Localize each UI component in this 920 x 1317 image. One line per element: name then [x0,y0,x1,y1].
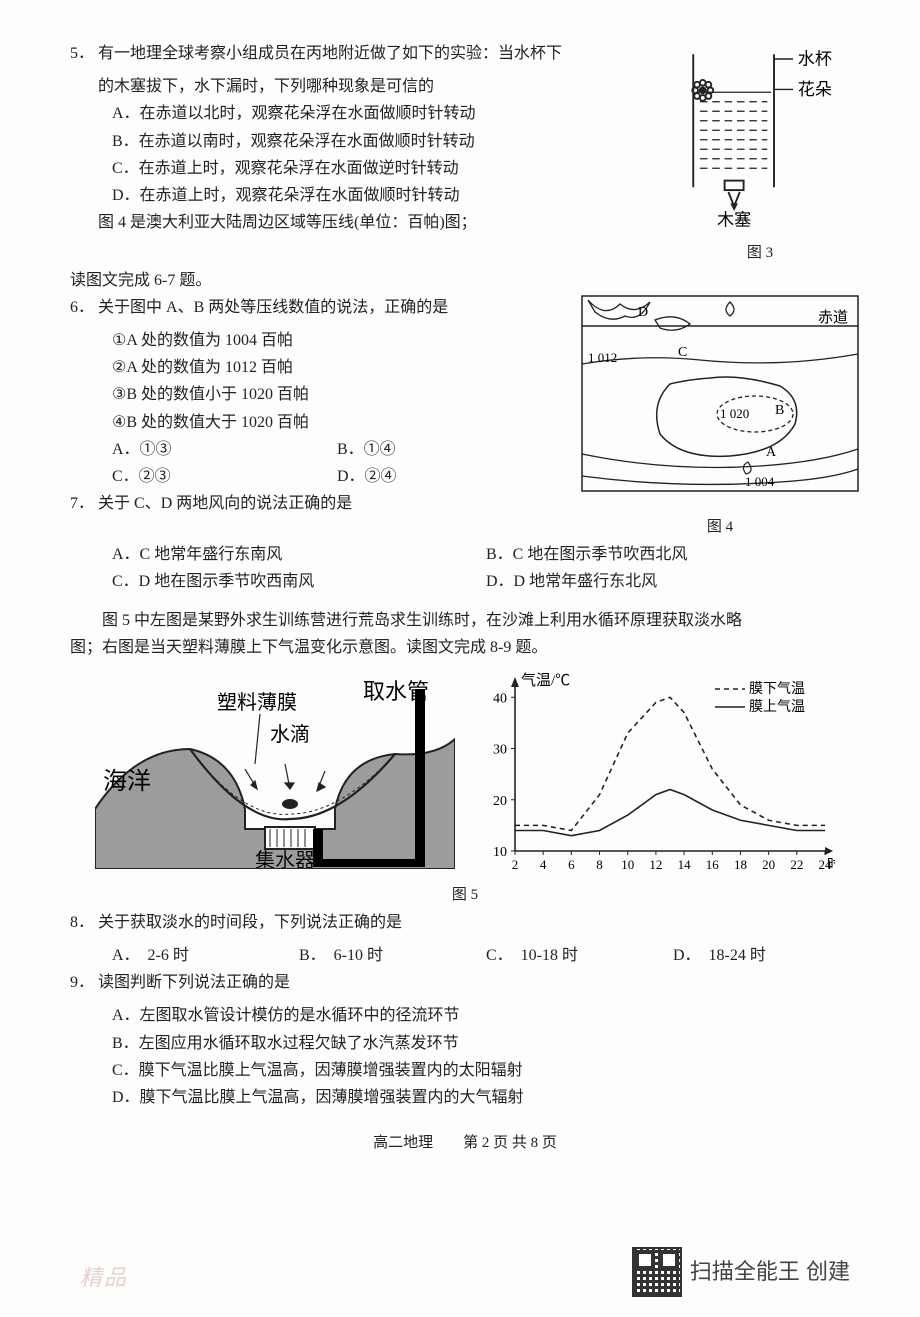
question-9: 9． 读图判断下列说法正确的是 [70,969,860,996]
q9-option-c: C．膜下气温比膜上气温高，因薄膜增强装置内的太阳辐射 [112,1057,860,1084]
q6-option-a: A．①③ [112,436,337,463]
fig5l-film-label: 塑料薄膜 [217,691,297,714]
q8-option-a: A． 2-6 时 [112,942,299,969]
q8-option-c: C． 10-18 时 [486,942,673,969]
svg-text:6: 6 [568,857,575,872]
app-credit-text: 扫描全能王 创建 [690,1253,850,1290]
q5-option-d: D．在赤道上时，观察花朵浮在水面做顺时针转动 [112,182,648,209]
q7-option-d: D．D 地常年盛行东北风 [486,568,860,595]
q6-statement-2: ②A 处的数值为 1012 百帕 [112,354,562,381]
svg-text:22: 22 [790,857,803,872]
q6-number: 6． [70,299,94,316]
q5-option-a: A．在赤道以北时，观察花朵浮在水面做顺时针转动 [112,100,648,127]
fig4-label-d: D [638,305,648,320]
q5-stem-line1: 有一地理全球考察小组成员在丙地附近做了如下的实验：当水杯下 [98,45,562,62]
svg-text:2: 2 [512,857,519,872]
q6-stem: 关于图中 A、B 两处等压线数值的说法，正确的是 [98,299,448,316]
q7-number: 7． [70,495,94,512]
question-6: 6． 关于图中 A、B 两处等压线数值的说法，正确的是 [70,294,562,321]
fig5-intro-line1: 图 5 中左图是某野外求生训练营进行荒岛求生训练时，在沙滩上利用水循环原理获取淡… [70,607,860,634]
fig3-caption: 图 3 [660,241,860,267]
q8-number: 8． [70,914,94,931]
q6-option-b: B．①④ [337,436,562,463]
svg-text:12: 12 [649,857,662,872]
app-credit: 扫描全能王 创建 [632,1247,850,1297]
question-7: 7． 关于 C、D 两地风向的说法正确的是 [70,490,562,517]
q9-number: 9． [70,974,94,991]
fig4-label-c: C [678,345,687,360]
q6-7-bridge: 读图文完成 6-7 题。 [70,267,860,294]
fig5l-ocean-label: 海洋 [103,768,151,795]
q7-option-b: B．C 地在图示季节吹西北风 [486,541,860,568]
qr-code-icon [632,1247,682,1297]
fig4-label-a: A [766,445,777,460]
figure-5-left: 塑料薄膜 水滴 取水管 海洋 集水器 集水器 [95,669,455,869]
q7-option-a: A．C 地常年盛行东南风 [112,541,486,568]
q5-stem-line2: 的木塞拔下，水下漏时，下列哪种现象是可信的 [70,73,648,100]
svg-text:20: 20 [762,857,775,872]
svg-text:时: 时 [827,857,835,873]
svg-text:30: 30 [493,743,507,758]
svg-text:气温/℃: 气温/℃ [521,672,570,689]
fig5l-collector-label2: 集水器 [255,849,315,869]
svg-text:膜上气温: 膜上气温 [749,699,805,715]
fig5l-pipe-label: 取水管 [363,679,429,704]
q6-statement-3: ③B 处的数值小于 1020 百帕 [112,381,562,408]
fig5-intro-line2: 图；右图是当天塑料薄膜上下气温变化示意图。读图文完成 8-9 题。 [70,634,860,661]
fig4-label-1012: 1 012 [588,350,617,365]
svg-text:14: 14 [678,857,692,872]
q9-option-d: D．膜下气温比膜上气温高，因薄膜增强装置内的大气辐射 [112,1084,860,1111]
svg-text:16: 16 [706,857,720,872]
figure-4: 赤道 D 1 012 C 1 020 B A 1 004 [580,294,860,504]
q5-option-b: B．在赤道以南时，观察花朵浮在水面做顺时针转动 [112,128,648,155]
q9-option-b: B．左图应用水循环取水过程欠缺了水汽蒸发环节 [112,1030,860,1057]
svg-text:10: 10 [621,857,634,872]
svg-text:膜下气温: 膜下气温 [749,681,805,697]
question-5: 5． 有一地理全球考察小组成员在丙地附近做了如下的实验：当水杯下 [70,40,648,67]
fig3-plug-label: 木塞 [717,210,751,229]
q7-stem: 关于 C、D 两地风向的说法正确的是 [98,495,352,512]
figure-5-right: 气温/℃1020304024681012141618202224时膜下气温膜上气… [475,669,835,879]
q8-option-b: B． 6-10 时 [299,942,486,969]
q6-statement-4: ④B 处的数值大于 1020 百帕 [112,409,562,436]
fig5l-drop-label: 水滴 [270,723,310,746]
q8-option-d: D． 18-24 时 [673,942,860,969]
fig4-equator-label: 赤道 [818,309,848,326]
watermark-text: 精品 [80,1259,128,1296]
svg-text:40: 40 [493,692,507,707]
fig3-cup-label: 水杯 [798,50,832,69]
fig4-caption: 图 4 [580,515,860,541]
svg-text:10: 10 [493,845,507,860]
q5-post-text: 图 4 是澳大利亚大陆周边区域等压线(单位：百帕)图； [70,209,648,236]
svg-text:4: 4 [540,857,547,872]
figure-3: 水杯 花朵 木塞 [660,40,850,230]
fig3-flower-label: 花朵 [798,80,832,99]
fig4-label-1020: 1 020 [720,406,749,421]
fig4-label-b: B [775,403,784,418]
page-footer: 高二地理 第 2 页 共 8 页 [70,1131,860,1157]
q8-stem: 关于获取淡水的时间段，下列说法正确的是 [98,914,402,931]
q9-stem: 读图判断下列说法正确的是 [98,974,290,991]
svg-text:8: 8 [596,857,603,872]
q5-number: 5． [70,45,94,62]
q9-option-a: A．左图取水管设计模仿的是水循环中的径流环节 [112,1002,860,1029]
q7-option-c: C．D 地在图示季节吹西南风 [112,568,486,595]
q6-option-c: C．②③ [112,463,337,490]
q6-option-d: D．②④ [337,463,562,490]
fig5-caption: 图 5 [70,883,860,909]
svg-text:20: 20 [493,794,507,809]
q5-option-c: C．在赤道上时，观察花朵浮在水面做逆时针转动 [112,155,648,182]
svg-text:18: 18 [734,857,747,872]
fig4-label-1004: 1 004 [745,474,775,489]
question-8: 8． 关于获取淡水的时间段，下列说法正确的是 [70,909,860,936]
q6-statement-1: ①A 处的数值为 1004 百帕 [112,327,562,354]
